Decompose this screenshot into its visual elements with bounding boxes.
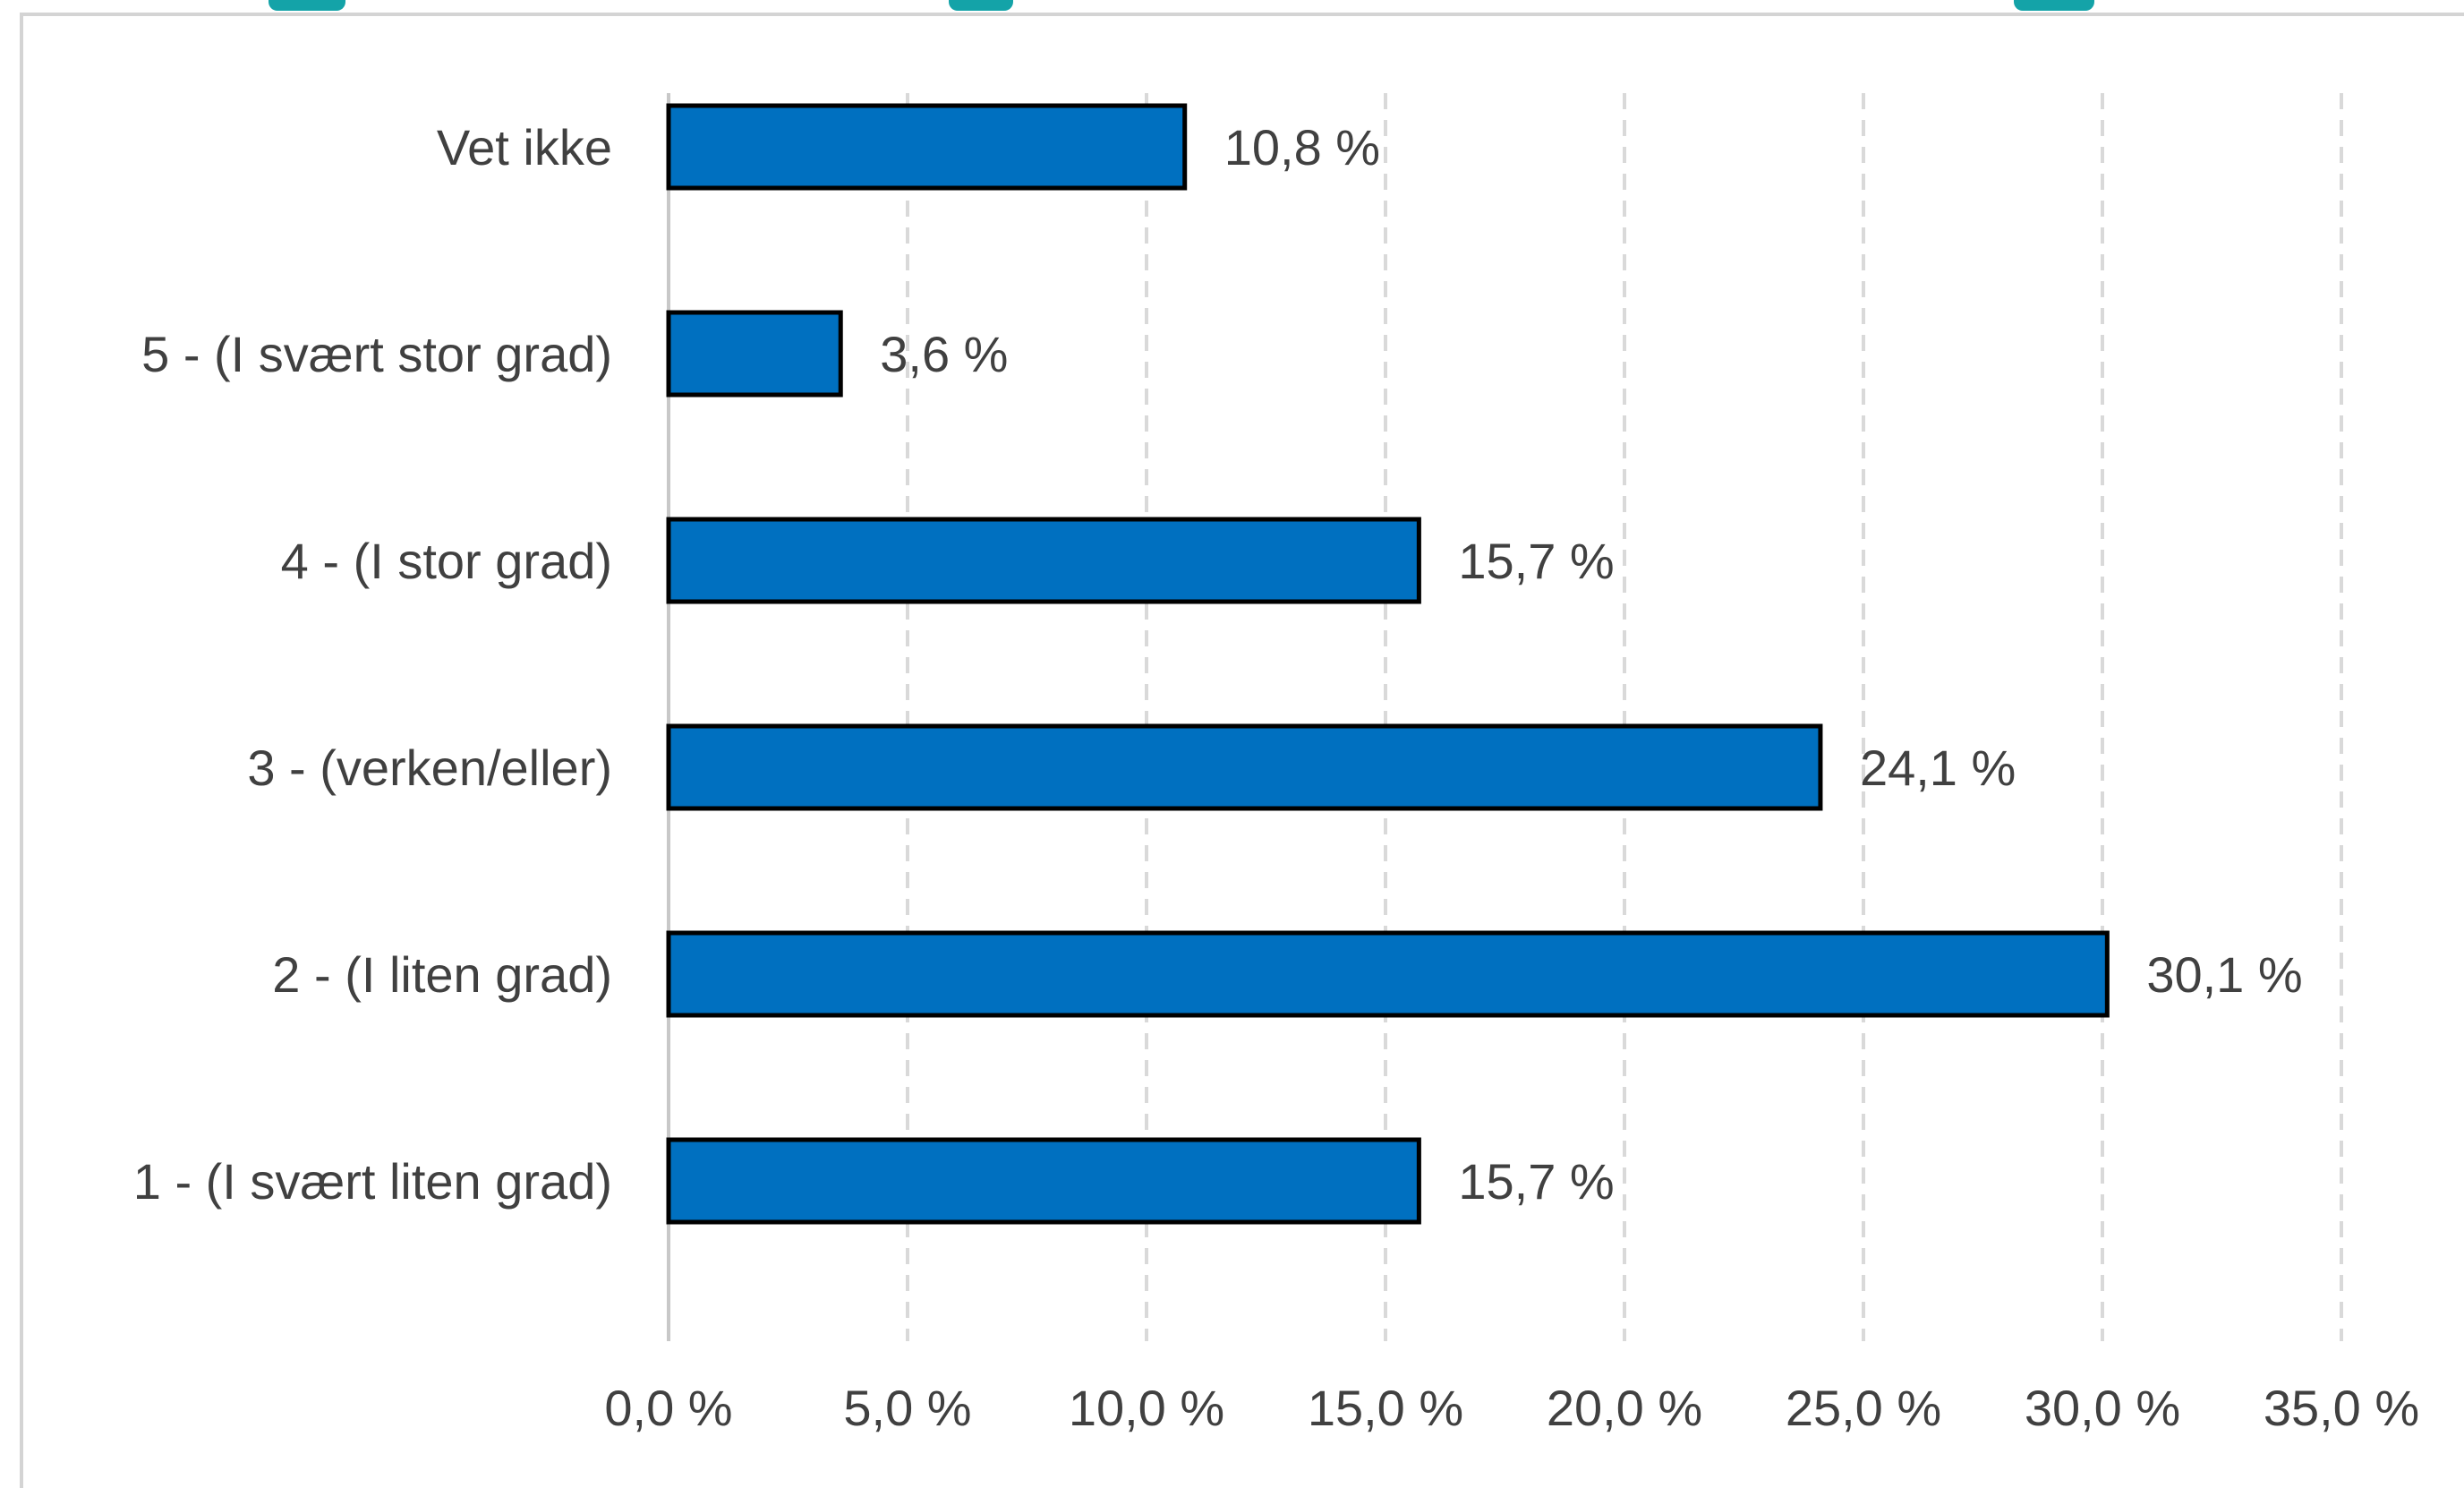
title-fragment — [949, 0, 1013, 11]
data-label: 30,1 % — [2146, 946, 2302, 1003]
cropped-title-strip — [0, 0, 2464, 13]
data-label: 3,6 % — [880, 326, 1008, 382]
category-label: 3 - (verken/eller) — [247, 740, 612, 796]
bar — [666, 103, 1188, 191]
data-label: 15,7 % — [1458, 533, 1614, 589]
chart-frame: 0,0 % 5,0 % 10,0 % 15,0 % 20,0 % 25,0 % 30,0 %… — [20, 13, 2464, 1488]
category-label: 4 - (I stor grad) — [281, 533, 612, 589]
bar-chart: 0,0 % 5,0 % 10,0 % 15,0 % 20,0 % 25,0 % 30,0 %… — [133, 93, 2419, 1436]
data-label: 24,1 % — [1860, 740, 2016, 796]
bar — [666, 310, 843, 398]
category-label: 5 - (I svært stor grad) — [141, 326, 612, 382]
x-tick-label: 0,0 % — [604, 1380, 732, 1436]
bar — [666, 723, 1823, 811]
category-label: 2 - (I liten grad) — [272, 946, 612, 1003]
title-fragment — [269, 0, 345, 11]
x-tick-label: 20,0 % — [1547, 1380, 1702, 1436]
category-label: 1 - (I svært liten grad) — [133, 1153, 612, 1210]
x-tick-label: 10,0 % — [1069, 1380, 1224, 1436]
x-tick-label: 35,0 % — [2264, 1380, 2419, 1436]
x-tick-label: 30,0 % — [2025, 1380, 2180, 1436]
x-tick-label: 5,0 % — [843, 1380, 971, 1436]
data-label: 15,7 % — [1458, 1153, 1614, 1210]
bar — [666, 1137, 1421, 1225]
data-label: 10,8 % — [1224, 119, 1380, 175]
bar — [666, 517, 1421, 604]
bar — [666, 930, 2110, 1018]
x-tick-label: 25,0 % — [1786, 1380, 1941, 1436]
category-label: Vet ikke — [437, 119, 612, 175]
title-fragment — [2014, 0, 2094, 11]
x-tick-label: 15,0 % — [1308, 1380, 1463, 1436]
